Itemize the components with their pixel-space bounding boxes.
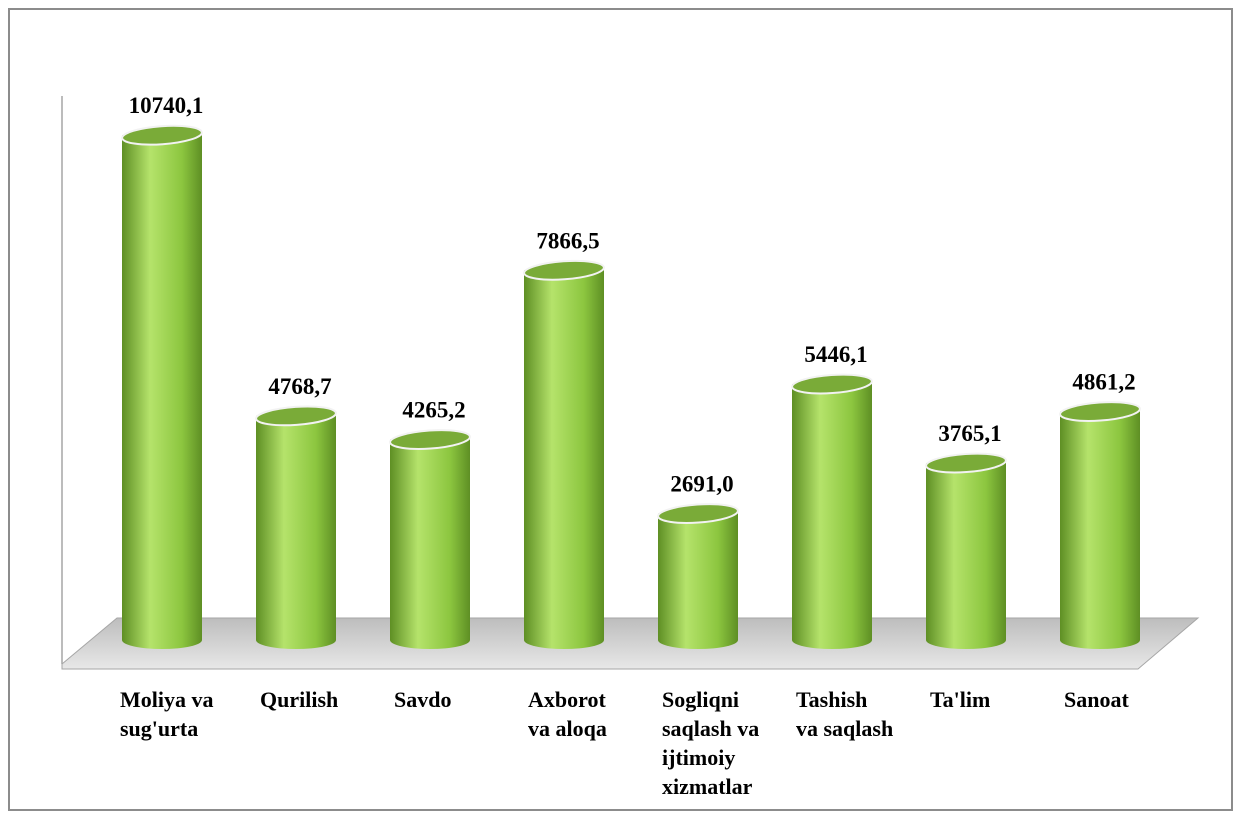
category-label: Ta'lim xyxy=(930,687,990,712)
bar-body xyxy=(926,463,1006,649)
bar-body xyxy=(122,135,202,649)
chart-frame xyxy=(8,8,1233,811)
bar-body xyxy=(792,384,872,649)
value-label: 7866,5 xyxy=(536,228,599,253)
bar-top xyxy=(389,429,471,450)
value-label: 10740,1 xyxy=(129,93,204,118)
bar-body xyxy=(1060,411,1140,649)
bar xyxy=(121,124,203,649)
bar xyxy=(791,373,873,649)
category-label: Axborot va aloqa xyxy=(528,687,607,741)
bar-top xyxy=(925,452,1007,474)
bar-top xyxy=(255,405,337,427)
bar-top xyxy=(657,503,739,524)
bar xyxy=(523,259,605,649)
bar-top xyxy=(1059,401,1141,422)
labels-layer: 10740,1 Moliya va sug'urta 4768,7 Qurilish 42… xyxy=(120,93,1136,799)
category-label: Savdo xyxy=(394,687,451,712)
bars-layer xyxy=(121,124,1141,649)
value-label: 4768,7 xyxy=(268,374,331,399)
category-label: Tashish va saqlash xyxy=(796,687,893,741)
bar xyxy=(389,429,471,649)
category-label: Moliya va sug'urta xyxy=(120,687,214,741)
category-label: Sanoat xyxy=(1064,687,1129,712)
category-label: Sogliqni saqlash va ijtimoiy xizmatlar xyxy=(662,687,759,799)
bar-body xyxy=(256,415,336,649)
bar xyxy=(255,405,337,649)
value-label: 3765,1 xyxy=(938,421,1001,446)
value-label: 5446,1 xyxy=(804,342,867,367)
category-label: Qurilish xyxy=(260,687,338,712)
bar-top xyxy=(523,259,605,281)
bar-top xyxy=(121,124,203,146)
chart-floor xyxy=(61,617,1200,670)
bar-body xyxy=(390,439,470,649)
axis-layer xyxy=(61,96,1200,670)
bar-top xyxy=(791,373,873,395)
bar xyxy=(657,503,739,649)
bar xyxy=(1059,401,1141,649)
bar xyxy=(925,452,1007,649)
value-label: 4265,2 xyxy=(402,398,465,423)
value-label: 2691,0 xyxy=(670,472,733,497)
value-label: 4861,2 xyxy=(1072,370,1135,395)
bar-body xyxy=(658,513,738,649)
bar-body xyxy=(524,270,604,649)
